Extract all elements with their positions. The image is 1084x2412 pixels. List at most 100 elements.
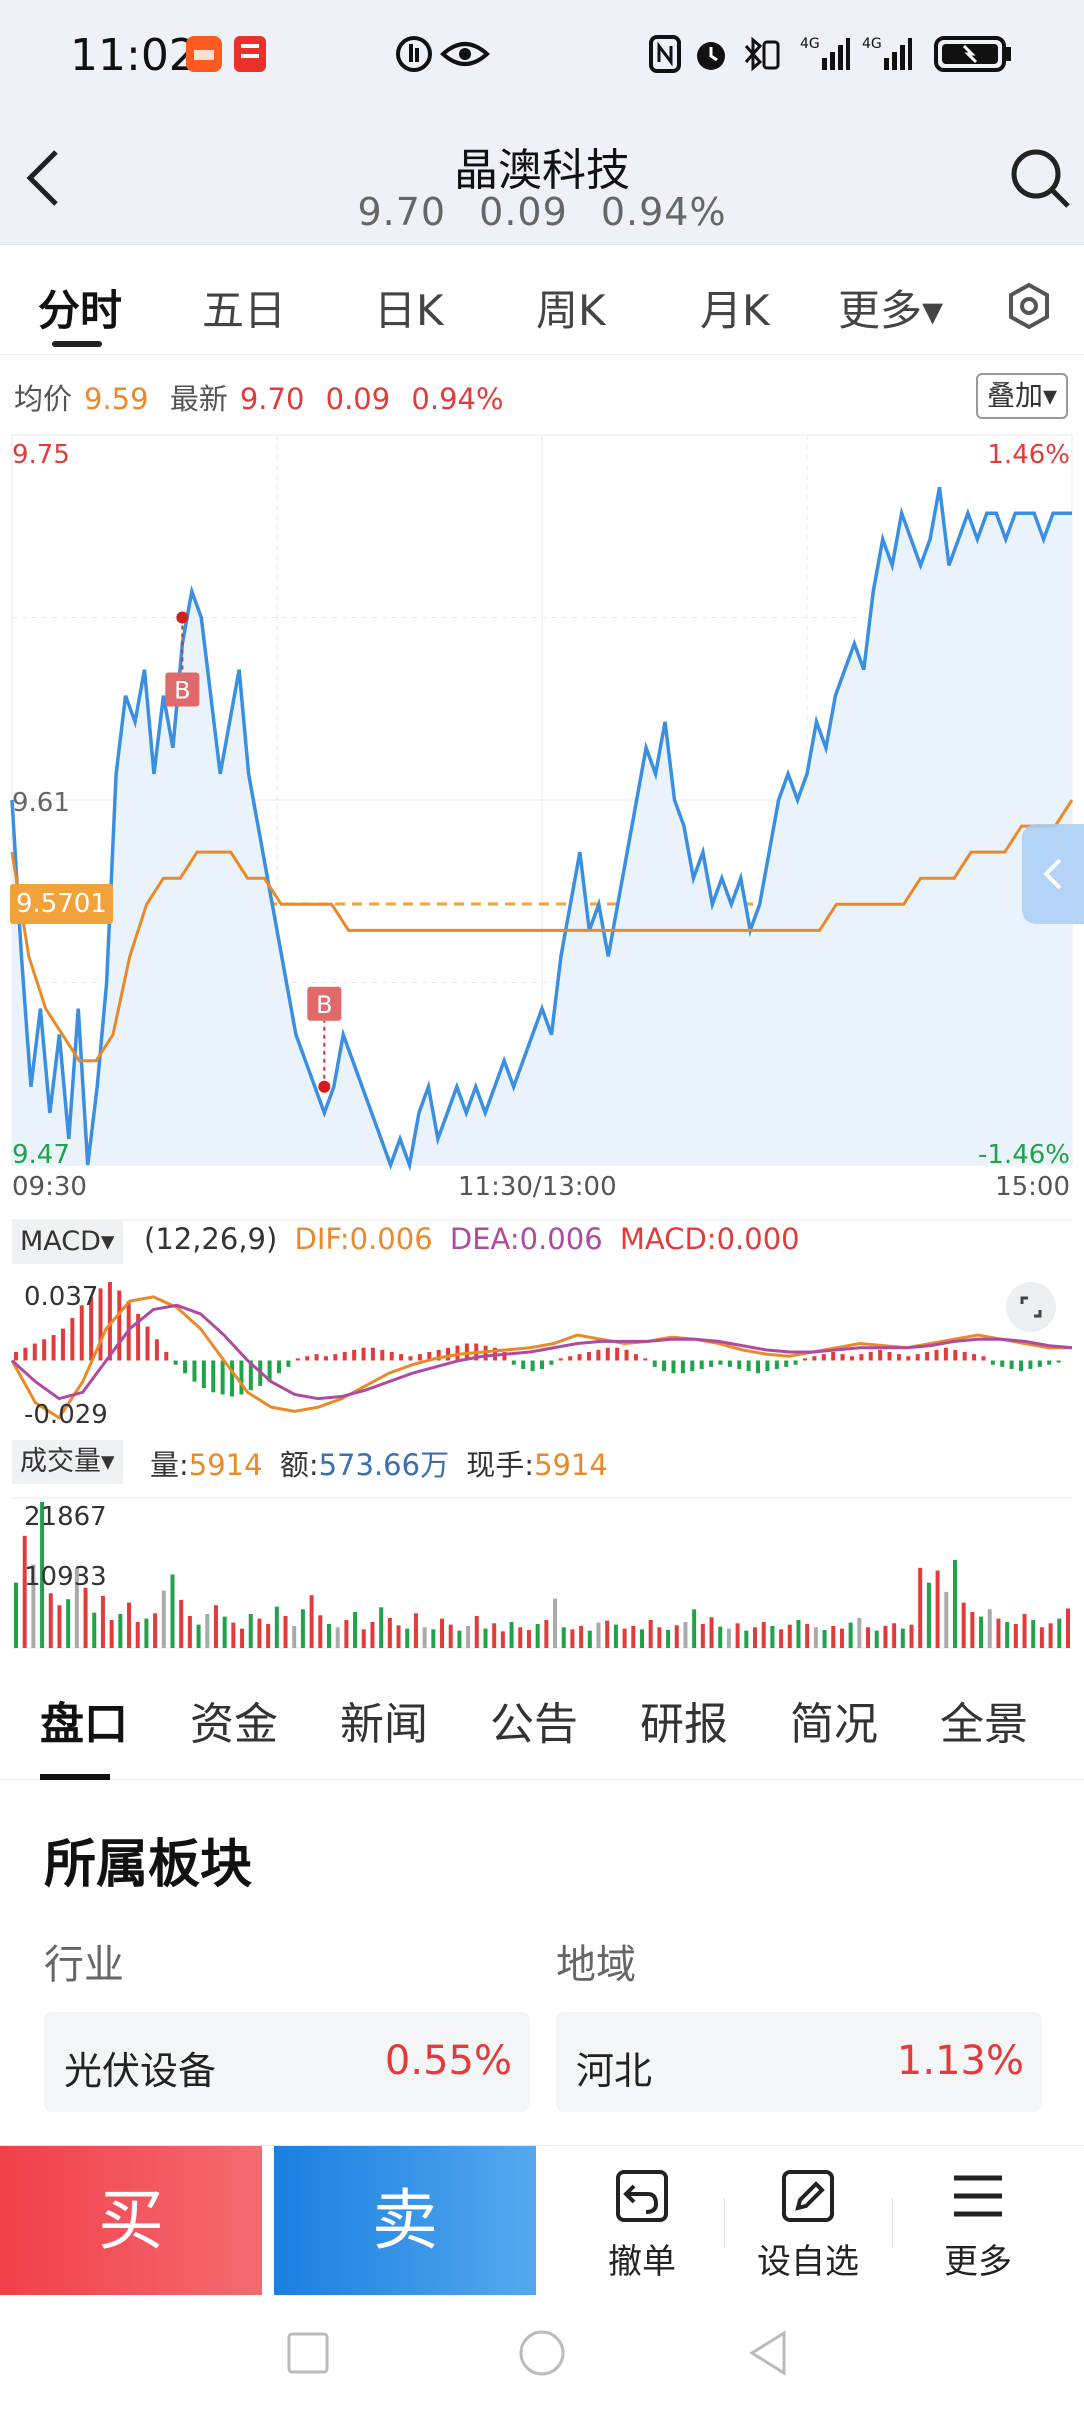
overlay-button[interactable]: 叠加▾ [976,373,1068,419]
macd-select[interactable]: MACD▾ [12,1220,123,1264]
tab-monthly-k[interactable]: 月K [700,286,770,335]
home-icon[interactable] [518,2329,566,2377]
info-change-pct: 0.94% [411,382,504,416]
signal-4g-icon-2: 4G [862,36,912,70]
status-bar: 11:02 4G 4G [0,0,1084,120]
x-tick-close: 15:00 [995,1172,1070,1202]
volume-value: 5914 [188,1448,263,1482]
tab-overview[interactable]: 全景 [940,1699,1028,1750]
back-icon[interactable] [22,148,66,208]
intraday-chart-area[interactable]: BB [0,430,1084,1650]
undo-icon [616,2170,668,2222]
header-price: 9.70 [357,190,447,234]
macd-value-label: MACD:0.000 [619,1222,800,1256]
side-panel-handle[interactable] [1022,824,1084,924]
battery-icon [934,36,1011,72]
svg-text:4G: 4G [800,36,820,52]
reference-price-tag: 9.5701 [10,884,113,924]
hand-value: 5914 [534,1448,608,1482]
menu-icon [954,2175,1002,2217]
buy-marker: B [307,986,342,1093]
cancel-order-button[interactable]: 撤单 [582,2166,702,2283]
industry-name: 光伏设备 [64,2049,217,2093]
header-change: 0.09 [479,190,568,234]
stock-header [0,120,1084,245]
volume-y-mid: 10933 [24,1562,107,1592]
latest-value: 9.70 [239,382,305,416]
industry-label: 行业 [44,1942,124,1988]
data-saver-icon [396,36,432,72]
region-label: 地域 [556,1942,636,1988]
divider [724,2198,725,2248]
tab-more[interactable]: 更多▾ [838,286,944,335]
industry-pct: 0.55% [384,2038,512,2084]
tab-intraday[interactable]: 分时 [38,286,123,335]
tab-order-book[interactable]: 盘口 [40,1699,128,1750]
back-nav-icon[interactable] [746,2329,790,2377]
buy-button[interactable]: 买 [0,2146,262,2296]
svg-text:4G: 4G [862,36,882,52]
tab-profile[interactable]: 简况 [790,1699,878,1750]
industry-card[interactable]: 光伏设备 0.55% [44,2012,530,2112]
bottom-action-bar: 买 卖 撤单 设自选 更多 [0,2145,1084,2296]
buy-marker-label: B [316,991,332,1019]
recent-apps-icon[interactable] [286,2331,330,2375]
region-name: 河北 [576,2049,653,2093]
avg-label: 均价 [14,382,73,416]
more-button[interactable]: 更多 [918,2166,1038,2283]
macd-legend: (12,26,9) DIF:0.006 DEA:0.006 MACD:0.000 [144,1222,800,1256]
amount-value: 573.66万 [318,1448,450,1482]
info-change: 0.09 [325,382,391,416]
listen-icon [234,36,266,72]
volume-select[interactable]: 成交量▾ [12,1440,123,1484]
tab-five-day[interactable]: 五日 [202,286,287,335]
tab-announcements[interactable]: 公告 [490,1699,578,1750]
tab-daily-k[interactable]: 日K [374,286,444,335]
tab-funds[interactable]: 资金 [190,1699,278,1750]
y-tick-top: 9.75 [12,440,70,470]
region-pct: 1.13% [896,2038,1024,2084]
y-tick-right-bottom: -1.46% [978,1140,1070,1170]
sell-button[interactable]: 卖 [274,2146,536,2296]
x-tick-open: 09:30 [12,1172,87,1202]
tab-weekly-k[interactable]: 周K [536,286,606,335]
signal-4g-icon: 4G [800,36,850,70]
settings-icon[interactable] [1004,281,1054,331]
buy-marker-dot [176,611,189,624]
volume-label: 量: [150,1448,189,1482]
price-info-bar: 均价 9.59 最新 9.70 0.09 0.94% [14,376,516,418]
buy-marker-dot [318,1080,331,1093]
buy-marker: B [165,611,200,707]
period-tabs: 分时 五日 日K 周K 月K 更多▾ [0,245,1084,355]
avg-value: 9.59 [84,382,149,416]
active-tab-underline [52,341,102,347]
tab-research[interactable]: 研报 [640,1699,728,1750]
region-card[interactable]: 河北 1.13% [556,2012,1042,2112]
detail-tabs: 盘口 资金 新闻 公告 研报 简况 全景 [0,1650,1084,1780]
dif-label: DIF:0.006 [294,1222,433,1256]
y-tick-bottom: 9.47 [12,1140,70,1170]
hand-label: 现手: [466,1448,535,1482]
price-area [12,487,1072,1166]
edit-icon [782,2170,834,2222]
set-watchlist-button[interactable]: 设自选 [748,2166,868,2283]
detail-tab-underline [40,1774,110,1780]
macd-dif-line [10,1295,1072,1420]
buy-marker-box [307,986,342,1021]
expand-icon [1020,1296,1042,1318]
tab-news[interactable]: 新闻 [340,1699,428,1750]
macd-y-bottom: -0.029 [24,1400,108,1430]
sector-section-title: 所属板块 [44,1835,253,1895]
amount-label: 额: [279,1448,319,1482]
search-icon[interactable] [1008,146,1072,210]
y-tick-right-top: 1.46% [987,440,1070,470]
cancel-order-label: 撤单 [608,2242,676,2282]
expand-button[interactable] [1006,1282,1056,1332]
buy-marker-label: B [174,677,190,705]
stock-name: 晶澳科技 [454,145,630,196]
macd-chart [10,1219,1073,1420]
latest-label: 最新 [169,382,228,416]
volume-legend: 量:5914 额:573.66万 现手:5914 [150,1442,608,1484]
nfc-icon [649,35,681,73]
bluetooth-vibrate-icon [744,36,780,72]
